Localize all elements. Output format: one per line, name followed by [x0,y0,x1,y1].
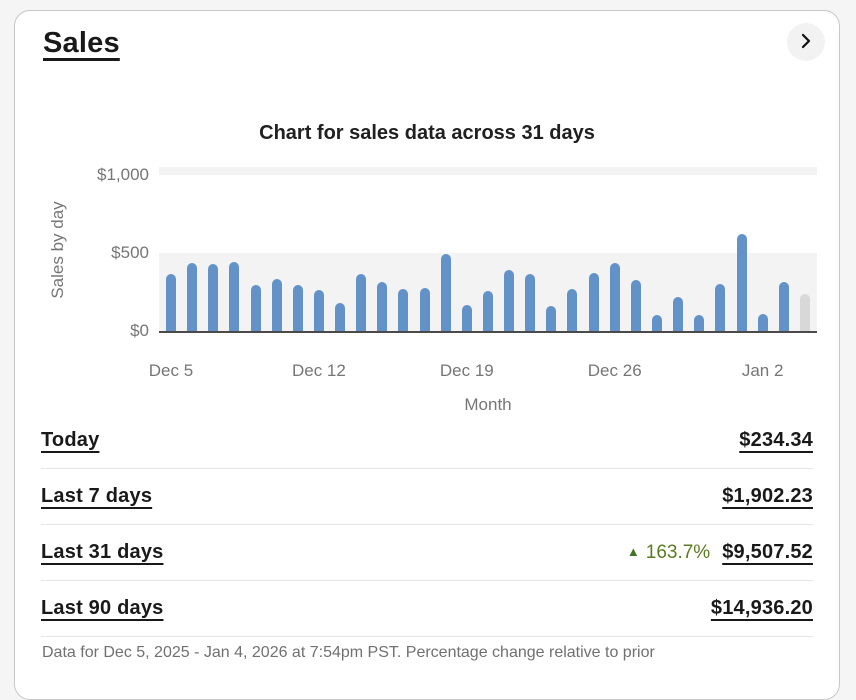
table-row: Last 31 days ▲ 163.7% $9,507.52 [41,525,813,581]
bar[interactable] [609,263,620,331]
bar[interactable] [736,233,747,331]
plot-area: $0 $500 $1,000 Dec 5 Dec 12 Dec 19 Dec 26 Jan 2 [97,165,817,380]
bar-today[interactable] [799,294,810,331]
stat-label-last-7-days[interactable]: Last 7 days [41,485,153,507]
x-axis-tick-label: Dec 19 [439,361,494,380]
bar[interactable] [250,284,261,331]
bar[interactable] [377,282,388,331]
bar[interactable] [187,262,198,331]
sales-card-title-link[interactable]: Sales [43,27,120,59]
bar[interactable] [694,315,705,331]
stat-value-last-7-days[interactable]: $1,902.23 [722,485,813,507]
bar[interactable] [482,291,493,331]
stat-right-group: ▲ 163.7% $9,507.52 [627,541,813,564]
data-range-footnote: Data for Dec 5, 2025 - Jan 4, 2026 at 7:… [42,644,655,661]
stat-value-today[interactable]: $234.34 [739,429,813,451]
stat-value-last-90-days[interactable]: $14,936.20 [710,597,813,619]
y-axis-title: Sales by day [48,201,67,299]
bar[interactable] [356,274,367,331]
plot-band [159,167,817,175]
bar[interactable] [166,274,176,331]
change-percent: 163.7% [645,541,711,563]
stat-label-today[interactable]: Today [41,429,100,451]
sales-summary-list: Today $234.34 Last 7 days $1,902.23 Last… [15,413,839,637]
stat-label-last-31-days[interactable]: Last 31 days [41,541,164,563]
bar[interactable] [208,263,219,331]
bar[interactable] [567,288,578,331]
x-axis-line [159,331,817,333]
x-axis-tick-label: Jan 2 [741,361,784,380]
bar[interactable] [673,297,684,331]
bar[interactable] [525,273,536,331]
y-axis-tick-label: $500 [111,242,149,262]
bar[interactable] [229,261,240,331]
x-axis-title: Month [464,395,512,414]
stat-label-last-90-days[interactable]: Last 90 days [41,597,164,619]
table-row: Today $234.34 [41,413,813,469]
sales-card: Sales Chart for sales data across 31 day… [14,10,840,700]
bar[interactable] [440,254,451,331]
bar[interactable] [651,315,662,331]
bar[interactable] [757,313,768,331]
stat-value-last-31-days[interactable]: $9,507.52 [722,541,813,563]
chart-title: Chart for sales data across 31 days [259,122,595,144]
bar[interactable] [504,269,515,331]
bar[interactable] [461,304,472,331]
table-row: Last 90 days $14,936.20 [41,581,813,637]
x-axis-tick-label: Dec 26 [587,361,642,380]
bar[interactable] [292,284,303,331]
bar[interactable] [630,279,641,331]
expand-sales-button[interactable] [787,23,825,61]
bar[interactable] [715,283,726,331]
bar[interactable] [271,279,282,331]
x-axis-tick-label: Dec 5 [148,361,194,380]
bar[interactable] [335,302,346,331]
bar[interactable] [419,287,430,331]
bar[interactable] [588,273,599,331]
y-axis-tick-label: $1,000 [97,164,149,184]
x-axis-tick-label: Dec 12 [291,361,346,380]
change-badge: ▲ 163.7% [627,542,710,564]
y-axis-tick-label: $0 [130,321,149,340]
chevron-right-icon [797,32,815,53]
bar[interactable] [546,305,557,331]
bar[interactable] [313,290,324,331]
bar[interactable] [778,281,789,331]
trend-up-icon: ▲ [626,544,640,559]
bar[interactable] [398,289,409,331]
table-row: Last 7 days $1,902.23 [41,469,813,525]
